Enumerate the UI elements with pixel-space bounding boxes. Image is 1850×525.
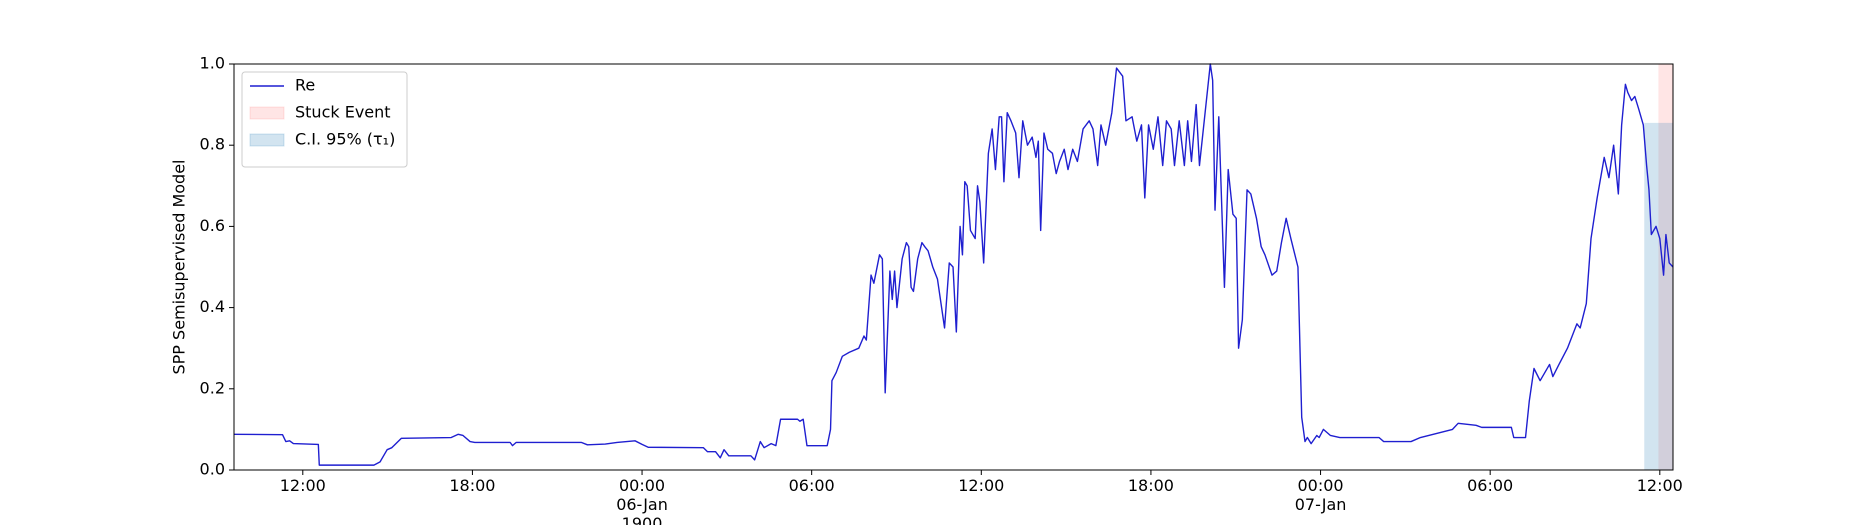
x-tick-label: 12:00 bbox=[280, 476, 326, 495]
x-tick-label-line: 12:00 bbox=[958, 476, 1004, 495]
x-tick-label-line: 07-Jan bbox=[1295, 495, 1347, 514]
y-axis-label: SPP Semisupervised Model bbox=[170, 160, 189, 375]
x-tick-label: 00:00 07-Jan bbox=[1295, 476, 1347, 514]
x-tick-label-line: 06:00 bbox=[789, 476, 835, 495]
x-tick-label: 00:00 06-Jan 1900 bbox=[616, 476, 668, 525]
y-tick-label: 1.0 bbox=[200, 54, 225, 73]
legend-label: Re bbox=[295, 76, 315, 95]
x-tick-label-line: 06-Jan bbox=[616, 495, 668, 514]
y-tick-label: 0.2 bbox=[200, 378, 225, 397]
legend-patch bbox=[249, 133, 285, 147]
legend-label: Stuck Event bbox=[295, 103, 391, 122]
x-tick-label-line: 00:00 bbox=[619, 476, 665, 495]
x-tick-label-line: 18:00 bbox=[1128, 476, 1174, 495]
legend-label: C.I. 95% (τ₁) bbox=[295, 130, 395, 149]
x-tick-label: 12:00 bbox=[958, 476, 1004, 495]
x-tick-label: 06:00 bbox=[1467, 476, 1513, 495]
y-tick-label: 0.0 bbox=[200, 460, 225, 479]
x-tick-label-line: 12:00 bbox=[1637, 476, 1683, 495]
span bbox=[1644, 122, 1673, 471]
plot-frame bbox=[233, 63, 1674, 471]
x-tick-label: 12:00 bbox=[1637, 476, 1683, 495]
x-tick-label-line: 00:00 bbox=[1297, 476, 1343, 495]
line bbox=[233, 63, 1674, 466]
y-tick-label: 0.8 bbox=[200, 135, 225, 154]
span bbox=[1658, 64, 1673, 470]
legend-patch bbox=[249, 106, 285, 120]
x-tick-label: 18:00 bbox=[449, 476, 495, 495]
x-tick-label: 18:00 bbox=[1128, 476, 1174, 495]
x-tick-label-line: 1900 bbox=[622, 514, 663, 525]
x-tick-label: 06:00 bbox=[789, 476, 835, 495]
x-tick-label-line: 12:00 bbox=[280, 476, 326, 495]
x-tick-label-line: 06:00 bbox=[1467, 476, 1513, 495]
legend-box bbox=[241, 71, 408, 168]
x-tick-label-line: 18:00 bbox=[449, 476, 495, 495]
y-tick-label: 0.4 bbox=[200, 297, 225, 316]
y-tick-label: 0.6 bbox=[200, 216, 225, 235]
